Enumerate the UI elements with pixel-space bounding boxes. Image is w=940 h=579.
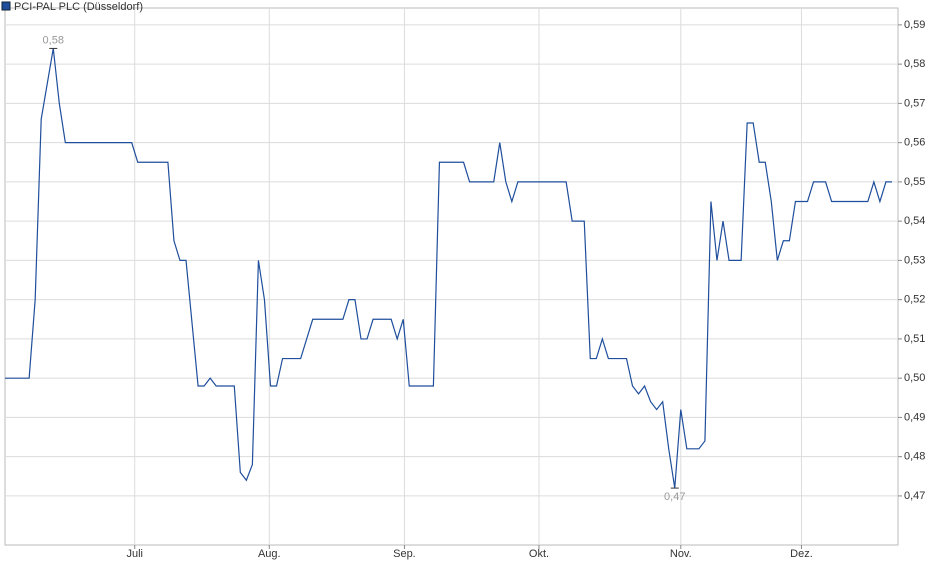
y-tick-label: 0,59 — [904, 19, 925, 31]
y-tick-label: 0,58 — [904, 58, 925, 70]
price-line — [5, 48, 892, 489]
legend-swatch — [1, 1, 11, 11]
x-tick-label: Okt. — [529, 548, 549, 560]
x-tick-label: Juli — [126, 548, 143, 560]
y-tick-label: 0,56 — [904, 137, 925, 149]
x-tick-label: Dez. — [790, 548, 813, 560]
y-tick-label: 0,55 — [904, 176, 925, 188]
y-tick-label: 0,48 — [904, 451, 925, 463]
y-tick-label: 0,54 — [904, 215, 925, 227]
plot-frame — [4, 7, 899, 546]
annotation-label: 0,58 — [43, 34, 64, 46]
y-tick-label: 0,57 — [904, 97, 925, 109]
y-tick-label: 0,53 — [904, 254, 925, 266]
y-tick-label: 0,47 — [904, 490, 925, 502]
legend-label: PCI-PAL PLC (Düsseldorf) — [14, 1, 143, 13]
y-tick-label: 0,50 — [904, 372, 925, 384]
x-tick-label: Nov. — [670, 548, 692, 560]
y-tick-label: 0,51 — [904, 333, 925, 345]
y-tick-label: 0,52 — [904, 294, 925, 306]
annotation-label: 0,47 — [664, 491, 685, 503]
x-tick-label: Aug. — [258, 548, 281, 560]
y-tick-label: 0,49 — [904, 411, 925, 423]
x-tick-label: Sep. — [393, 548, 416, 560]
